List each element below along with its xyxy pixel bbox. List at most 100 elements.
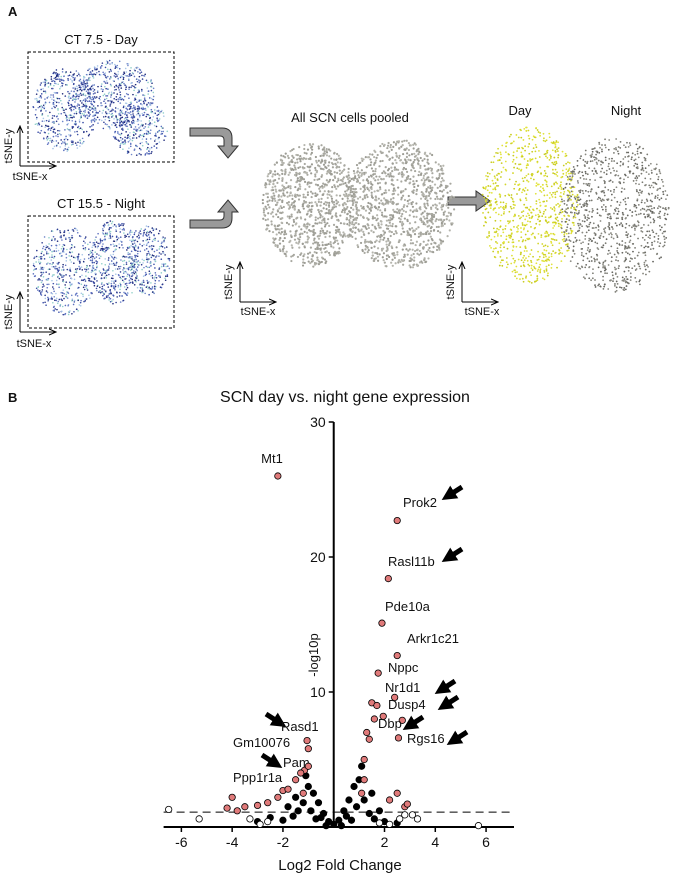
cell-dot	[105, 112, 108, 115]
cell-dot	[268, 183, 271, 186]
cell-dot	[60, 274, 62, 276]
cell-dot	[312, 224, 315, 228]
cell-dot	[142, 275, 145, 278]
cell-dot	[93, 66, 96, 68]
cell-dot	[412, 189, 415, 192]
cell-dot	[320, 251, 323, 254]
cell-dot	[322, 182, 325, 185]
cell-dot	[419, 173, 423, 177]
cell-dot	[66, 248, 68, 251]
cell-dot	[385, 257, 388, 261]
cell-dot	[71, 299, 73, 302]
cell-dot	[429, 186, 432, 190]
cell-dot	[541, 277, 544, 280]
cell-dot	[146, 87, 149, 89]
cell-dot	[92, 105, 95, 107]
cell-dot	[113, 92, 115, 94]
cell-dot	[429, 230, 433, 233]
plot-title: All SCN cells pooled	[291, 110, 409, 125]
cell-dot	[37, 106, 40, 109]
cell-dot	[149, 122, 152, 124]
cell-dot	[266, 196, 269, 199]
cell-dot	[84, 247, 87, 249]
cell-dot	[397, 240, 400, 244]
cell-dot	[367, 201, 370, 205]
cell-dot	[280, 154, 283, 157]
cell-dot	[65, 296, 68, 298]
cell-dot	[90, 292, 92, 294]
cell-dot	[63, 142, 66, 144]
cell-dot	[323, 221, 326, 224]
cell-dot	[487, 211, 490, 214]
cell-dot	[128, 139, 131, 142]
cell-dot	[47, 262, 49, 264]
cell-dot	[282, 185, 286, 189]
cell-dot	[65, 108, 67, 111]
cell-dot	[64, 129, 66, 131]
cell-dot	[519, 199, 522, 202]
cell-dot	[101, 245, 104, 248]
cell-dot	[82, 121, 84, 124]
cell-dot	[366, 251, 369, 254]
cell-dot	[330, 216, 333, 220]
cell-dot	[127, 63, 130, 65]
cell-dot	[384, 182, 387, 185]
cell-dot	[82, 293, 84, 296]
cell-dot	[359, 195, 362, 199]
cell-dot	[502, 201, 505, 204]
cell-dot	[143, 229, 145, 232]
cell-dot	[350, 184, 353, 188]
cell-dot	[57, 300, 60, 303]
cell-dot	[418, 253, 421, 256]
cell-dot	[314, 216, 317, 219]
cell-dot	[91, 249, 94, 252]
cell-dot	[63, 251, 65, 253]
cell-dot	[64, 112, 67, 114]
cell-dot	[87, 92, 90, 95]
cell-dot	[560, 260, 563, 262]
cell-dot	[343, 207, 346, 210]
cell-dot	[276, 245, 279, 249]
cell-dot	[438, 248, 441, 251]
cell-dot	[290, 235, 293, 239]
cell-dot	[375, 239, 378, 242]
cell-dot	[391, 252, 394, 255]
cell-dot	[291, 202, 294, 205]
cell-dot	[89, 71, 92, 73]
cell-dot	[549, 157, 552, 159]
cell-dot	[122, 121, 124, 124]
cell-dot	[507, 241, 510, 244]
cell-dot	[51, 98, 53, 101]
cell-dot	[509, 220, 511, 222]
cell-dot	[324, 183, 327, 186]
cell-dot	[384, 264, 387, 268]
cell-dot	[129, 123, 131, 126]
cell-dot	[289, 187, 292, 190]
cell-dot	[78, 121, 81, 123]
cell-dot	[81, 253, 84, 256]
cell-dot	[323, 225, 327, 228]
cell-dot	[143, 113, 145, 116]
cell-dot	[137, 246, 140, 248]
cell-dot	[424, 195, 427, 198]
cell-dot	[492, 161, 495, 164]
cell-dot	[121, 110, 123, 112]
cell-dot	[61, 239, 63, 241]
cell-dot	[384, 172, 387, 175]
cell-dot	[398, 154, 401, 157]
cell-dot	[72, 76, 74, 79]
cell-dot	[90, 100, 93, 103]
cell-dot	[115, 262, 118, 265]
cell-dot	[439, 231, 442, 234]
cell-dot	[545, 255, 547, 258]
cell-dot	[45, 251, 48, 253]
cell-dot	[360, 169, 363, 172]
cell-dot	[58, 286, 60, 289]
cell-dot	[121, 275, 124, 278]
cell-dot	[507, 153, 510, 155]
cell-dot	[522, 210, 525, 213]
cell-dot	[95, 277, 97, 279]
cell-dot	[109, 233, 112, 236]
cell-dot	[317, 263, 321, 266]
cell-dot	[102, 233, 105, 235]
